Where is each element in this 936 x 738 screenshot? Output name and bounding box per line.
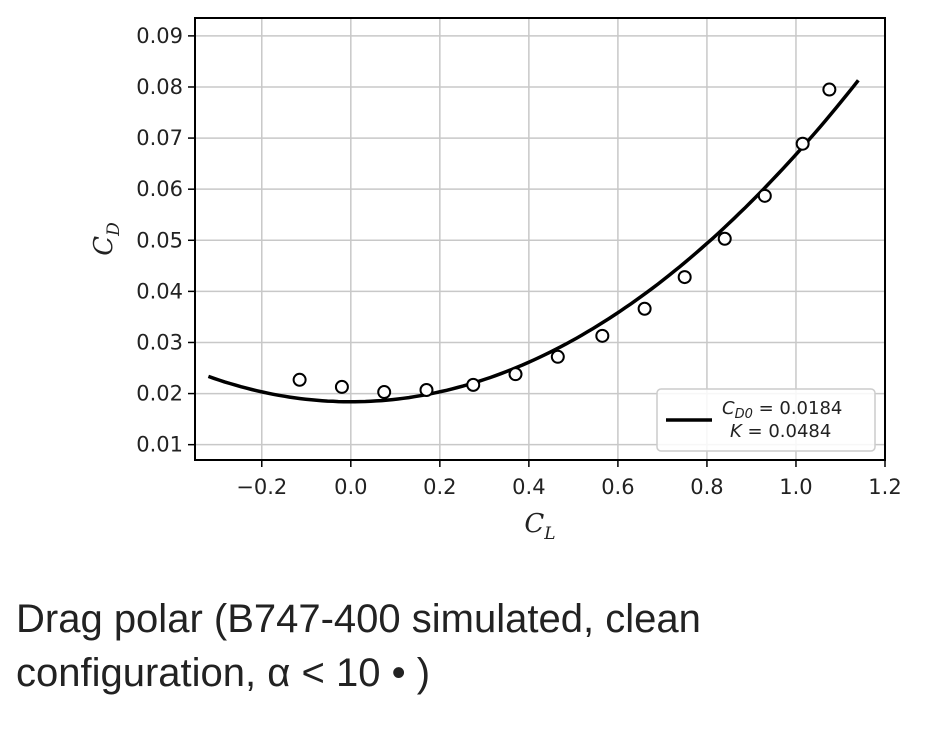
x-tick-label: 0.0 — [334, 475, 367, 499]
fitted-curve-line — [207, 79, 860, 404]
data-point — [377, 385, 392, 400]
legend-box — [656, 388, 876, 452]
data-point — [822, 82, 837, 97]
legend-cd0-sub: D0 — [735, 407, 753, 422]
fitted-curve-series — [207, 79, 860, 404]
y-axis-title-main: C — [89, 236, 119, 256]
legend-cd0-value: = 0.0184 — [753, 398, 843, 419]
data-point — [334, 379, 349, 394]
y-tick-label: 0.08 — [136, 75, 183, 99]
plot-frame — [194, 17, 886, 461]
drag-polar-chart: −0.2 0.0 0.2 0.4 0.6 0.8 1.0 1.2 0.010.020.030.… — [89, 17, 902, 544]
legend-cd0-symbol: C — [722, 398, 735, 419]
data-point — [637, 301, 652, 316]
legend-k-value: = 0.0484 — [742, 421, 832, 442]
y-tick-label: 0.09 — [136, 24, 183, 48]
y-tick-label: 0.04 — [136, 279, 183, 303]
x-tick-label: −0.2 — [236, 475, 287, 499]
x-tick-label: 0.6 — [601, 475, 634, 499]
legend-entry-k: K = 0.0484 — [730, 421, 831, 442]
y-tick-label: 0.06 — [136, 177, 183, 201]
x-axis-title-sub: L — [543, 524, 555, 544]
y-tick-label: 0.01 — [136, 433, 183, 457]
legend: CD0 = 0.0184 K = 0.0484 — [656, 388, 876, 452]
data-point — [419, 382, 434, 397]
data-point — [550, 349, 565, 364]
x-axis-title-main: C — [524, 509, 544, 539]
legend-entry-cd0: CD0 = 0.0184 — [722, 398, 842, 422]
y-axis-title-sub: D — [104, 222, 124, 237]
data-point — [795, 136, 810, 151]
data-point — [595, 328, 610, 343]
data-point — [508, 367, 523, 382]
measured-points-series — [292, 82, 837, 400]
x-tick-label: 0.2 — [423, 475, 456, 499]
x-axis-title: CL — [524, 509, 555, 544]
data-point — [292, 372, 307, 387]
data-point — [717, 231, 732, 246]
x-tick-label: 0.8 — [690, 475, 723, 499]
figure-caption: Drag polar (B747-400 simulated, clean co… — [16, 597, 701, 695]
x-tick-label: 1.2 — [868, 475, 901, 499]
y-axis-title: CD — [89, 222, 124, 256]
y-tick-label: 0.03 — [136, 330, 183, 354]
x-tick-label: 0.4 — [512, 475, 545, 499]
x-axis-ticks: −0.2 0.0 0.2 0.4 0.6 0.8 1.0 1.2 — [236, 460, 902, 499]
data-point — [757, 188, 772, 203]
legend-k-symbol: K — [730, 421, 743, 442]
x-tick-label: 1.0 — [779, 475, 812, 499]
y-tick-label: 0.07 — [136, 126, 183, 150]
grid-lines — [195, 18, 886, 460]
data-point — [466, 377, 481, 392]
y-axis-ticks: 0.01 0.02 0.03 0.04 0.05 0.06 0.07 0.08 0.09 — [136, 24, 195, 457]
y-tick-label: 0.02 — [136, 382, 183, 406]
y-tick-label: 0.05 — [136, 228, 183, 252]
data-point — [677, 270, 692, 285]
